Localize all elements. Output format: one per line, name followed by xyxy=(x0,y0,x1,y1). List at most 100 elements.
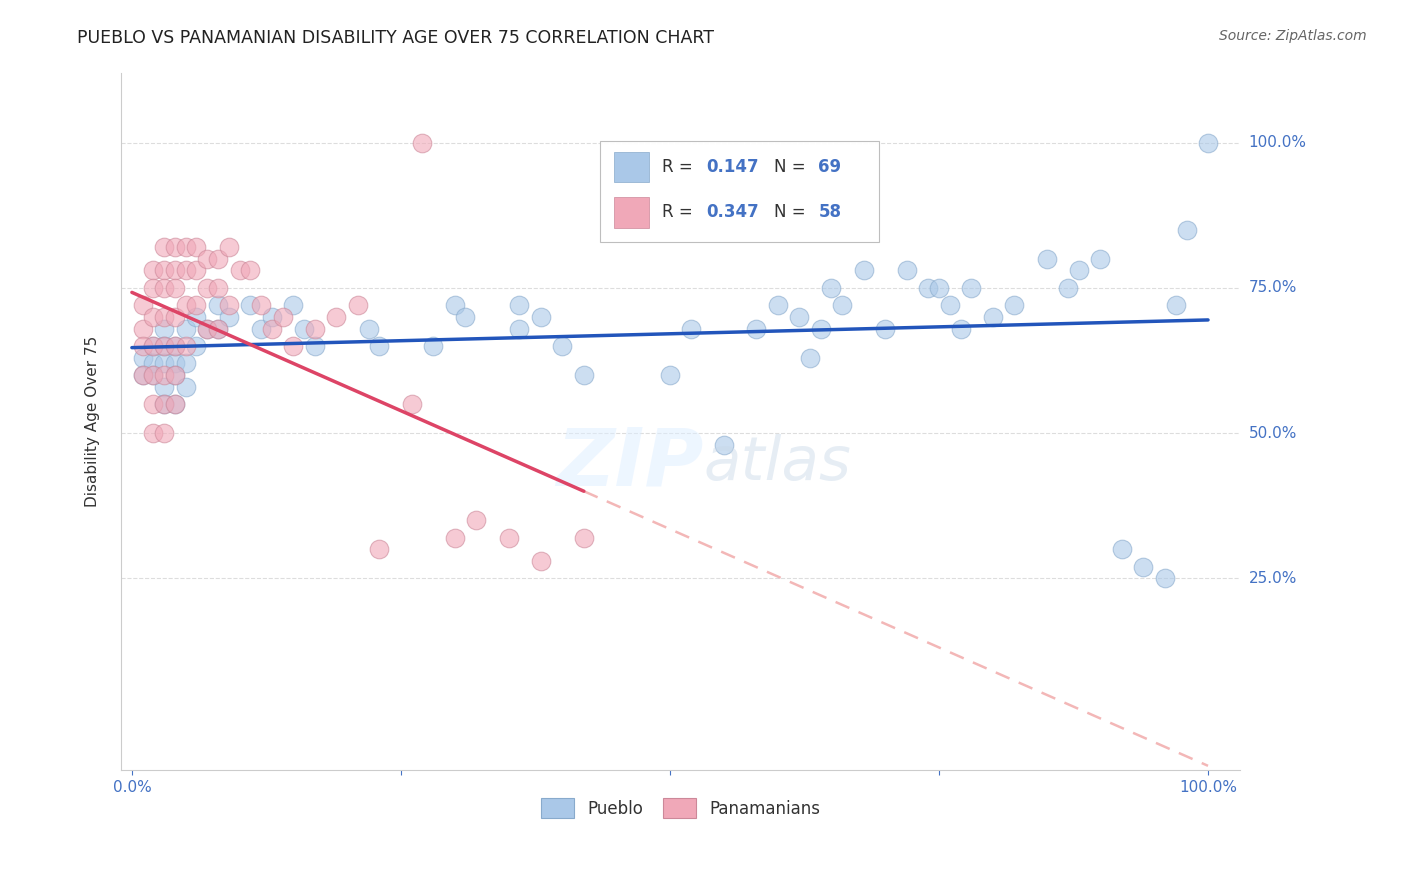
Point xyxy=(766,298,789,312)
Point xyxy=(304,321,326,335)
Point xyxy=(250,321,273,335)
Point xyxy=(896,263,918,277)
Point xyxy=(271,310,294,324)
Point xyxy=(153,240,176,254)
Point xyxy=(142,310,165,324)
Point xyxy=(186,263,208,277)
Text: PUEBLO VS PANAMANIAN DISABILITY AGE OVER 75 CORRELATION CHART: PUEBLO VS PANAMANIAN DISABILITY AGE OVER… xyxy=(77,29,714,46)
Point xyxy=(239,263,262,277)
Point xyxy=(163,356,186,370)
Point xyxy=(1057,281,1080,295)
Point xyxy=(153,368,176,382)
Point xyxy=(153,356,176,370)
Point xyxy=(207,321,229,335)
Point xyxy=(195,321,218,335)
Point xyxy=(799,351,821,365)
Point xyxy=(142,368,165,382)
FancyBboxPatch shape xyxy=(600,141,879,242)
Point xyxy=(508,298,530,312)
Point xyxy=(713,438,735,452)
Point xyxy=(1090,252,1112,266)
Point xyxy=(163,240,186,254)
Point xyxy=(186,240,208,254)
Point xyxy=(186,339,208,353)
Point xyxy=(195,321,218,335)
Point xyxy=(163,397,186,411)
Point xyxy=(153,426,176,441)
Point xyxy=(283,339,305,353)
Text: 100.0%: 100.0% xyxy=(1249,136,1306,150)
Point xyxy=(530,554,553,568)
Point xyxy=(131,368,153,382)
Point xyxy=(875,321,897,335)
Point xyxy=(928,281,950,295)
Point xyxy=(142,263,165,277)
Point xyxy=(131,339,153,353)
Point xyxy=(163,368,186,382)
Point xyxy=(820,281,842,295)
Point xyxy=(454,310,477,324)
Point xyxy=(142,281,165,295)
Point xyxy=(831,298,853,312)
Point xyxy=(1154,571,1177,585)
Point xyxy=(443,531,465,545)
Point xyxy=(163,339,186,353)
Text: R =: R = xyxy=(662,203,697,221)
Text: N =: N = xyxy=(773,158,810,176)
Text: 50.0%: 50.0% xyxy=(1249,425,1296,441)
Point xyxy=(368,542,391,557)
Point xyxy=(530,310,553,324)
Point xyxy=(283,298,305,312)
Point xyxy=(443,298,465,312)
Text: atlas: atlas xyxy=(703,434,851,492)
Point xyxy=(368,339,391,353)
Point xyxy=(347,298,370,312)
Point xyxy=(174,298,197,312)
Text: 75.0%: 75.0% xyxy=(1249,280,1296,295)
Point xyxy=(142,368,165,382)
Y-axis label: Disability Age Over 75: Disability Age Over 75 xyxy=(86,336,100,508)
Point xyxy=(142,339,165,353)
Point xyxy=(681,321,703,335)
Point xyxy=(131,351,153,365)
Point xyxy=(218,240,240,254)
Point xyxy=(1132,559,1154,574)
FancyBboxPatch shape xyxy=(613,197,650,227)
Point xyxy=(551,339,574,353)
Point xyxy=(1111,542,1133,557)
Point xyxy=(1035,252,1057,266)
Point xyxy=(153,339,176,353)
Point xyxy=(401,397,423,411)
Point xyxy=(981,310,1004,324)
Point xyxy=(411,136,433,150)
Point xyxy=(260,310,283,324)
Point xyxy=(852,263,875,277)
Point xyxy=(218,310,240,324)
Point xyxy=(174,263,197,277)
Text: N =: N = xyxy=(773,203,810,221)
Point xyxy=(250,298,273,312)
Point xyxy=(163,310,186,324)
Point xyxy=(218,298,240,312)
Point xyxy=(960,281,983,295)
Point xyxy=(163,339,186,353)
Point xyxy=(153,397,176,411)
Point xyxy=(304,339,326,353)
Point xyxy=(174,240,197,254)
Point xyxy=(131,298,153,312)
Point xyxy=(195,281,218,295)
Point xyxy=(745,321,768,335)
Text: 0.347: 0.347 xyxy=(706,203,759,221)
Point xyxy=(142,426,165,441)
Point xyxy=(228,263,250,277)
Point xyxy=(131,368,153,382)
Point xyxy=(153,339,176,353)
Point xyxy=(163,263,186,277)
Point xyxy=(292,321,315,335)
Point xyxy=(174,321,197,335)
Text: R =: R = xyxy=(662,158,697,176)
Point xyxy=(207,321,229,335)
Point xyxy=(153,263,176,277)
Point xyxy=(357,321,380,335)
Text: Source: ZipAtlas.com: Source: ZipAtlas.com xyxy=(1219,29,1367,43)
